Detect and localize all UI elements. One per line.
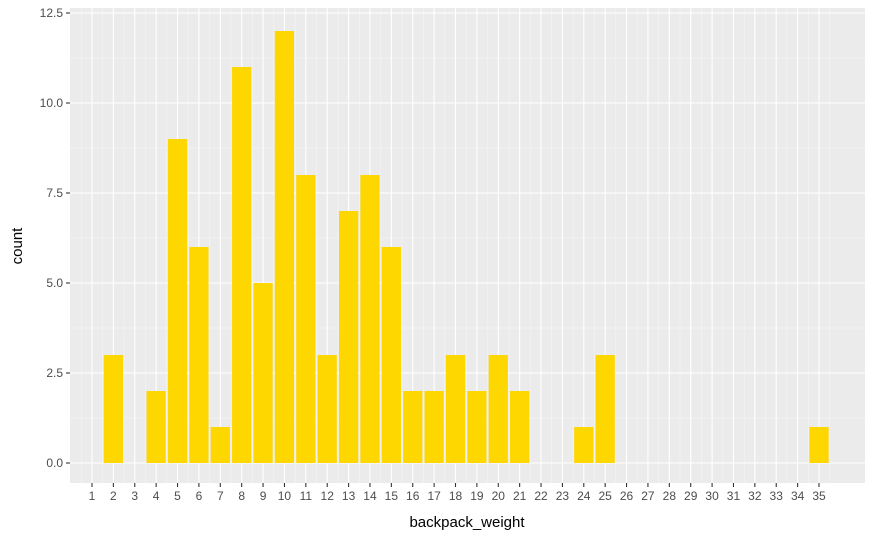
x-tick-label: 13 <box>342 489 356 503</box>
x-tick-label: 16 <box>406 489 420 503</box>
bar <box>232 67 252 463</box>
x-tick-label: 29 <box>684 489 698 503</box>
bar <box>103 355 124 463</box>
x-tick-label: 21 <box>513 489 527 503</box>
x-tick-label: 27 <box>641 489 655 503</box>
bar <box>403 391 423 463</box>
x-tick-label: 22 <box>534 489 548 503</box>
x-tick-label: 35 <box>812 489 826 503</box>
x-tick-label: 9 <box>260 489 267 503</box>
bar <box>360 175 380 463</box>
bar <box>595 355 615 463</box>
bar <box>146 391 166 463</box>
y-tick-label: 12.5 <box>40 6 64 20</box>
bars <box>103 31 829 463</box>
bar <box>381 247 401 463</box>
x-axis: 1 2 3 4 5 6 7 8 9 10 11 12 13 14 15 16 17 18 19 20 21 22 23 24 2… <box>89 483 826 503</box>
x-tick-label: 5 <box>174 489 181 503</box>
bar <box>424 391 444 463</box>
x-tick-label: 31 <box>727 489 741 503</box>
x-tick-label: 19 <box>470 489 484 503</box>
x-tick-label: 32 <box>748 489 762 503</box>
y-axis: 0.0 2.5 5.0 7.5 10.0 12.5 <box>40 6 70 470</box>
x-tick-label: 14 <box>363 489 377 503</box>
bar <box>574 427 594 463</box>
bar <box>317 355 337 463</box>
x-tick-label: 17 <box>427 489 441 503</box>
x-tick-label: 23 <box>556 489 570 503</box>
major-gridlines <box>70 8 865 483</box>
x-tick-label: 33 <box>770 489 784 503</box>
y-tick-label: 5.0 <box>46 276 63 290</box>
x-tick-label: 34 <box>791 489 805 503</box>
x-tick-label: 10 <box>278 489 292 503</box>
x-tick-label: 25 <box>598 489 612 503</box>
y-axis-title: count <box>9 227 26 265</box>
x-tick-label: 20 <box>492 489 506 503</box>
x-tick-label: 2 <box>110 489 117 503</box>
x-tick-label: 7 <box>217 489 224 503</box>
bar <box>296 175 316 463</box>
x-tick-label: 26 <box>620 489 634 503</box>
bar <box>445 355 466 463</box>
bar <box>467 391 487 463</box>
bar <box>274 31 295 463</box>
bar <box>167 139 188 463</box>
minor-gridlines <box>70 8 865 483</box>
x-axis-title: backpack_weight <box>409 514 525 531</box>
bar <box>210 427 230 463</box>
bar <box>510 391 530 463</box>
y-tick-label: 7.5 <box>46 186 63 200</box>
bar <box>253 283 273 463</box>
y-tick-label: 0.0 <box>46 456 63 470</box>
x-tick-label: 30 <box>705 489 719 503</box>
x-tick-label: 28 <box>663 489 677 503</box>
y-tick-label: 10.0 <box>40 96 64 110</box>
bar <box>189 247 209 463</box>
x-tick-label: 6 <box>196 489 203 503</box>
x-tick-label: 12 <box>321 489 335 503</box>
x-tick-label: 4 <box>153 489 160 503</box>
x-tick-label: 24 <box>577 489 591 503</box>
x-tick-label: 15 <box>385 489 399 503</box>
x-tick-label: 1 <box>89 489 96 503</box>
x-tick-label: 18 <box>449 489 463 503</box>
bar <box>488 355 508 463</box>
x-tick-label: 11 <box>300 489 313 503</box>
bar <box>338 211 359 463</box>
x-tick-label: 8 <box>238 489 245 503</box>
bar <box>809 427 829 463</box>
x-tick-label: 3 <box>131 489 138 503</box>
y-tick-label: 2.5 <box>46 366 63 380</box>
